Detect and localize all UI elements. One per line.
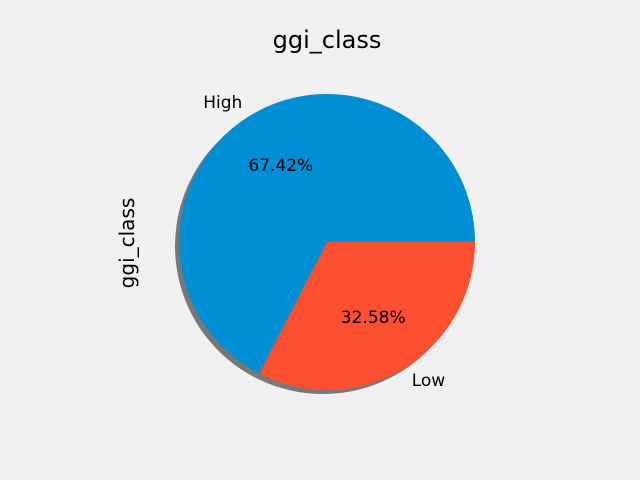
pct-label-low: 32.58% xyxy=(341,308,406,328)
slice-label-high: High xyxy=(203,93,242,113)
pct-label-high: 67.42% xyxy=(248,156,313,176)
slice-label-low: Low xyxy=(412,371,446,391)
pie-label-layer: High 67.42% Low 32.58% xyxy=(203,93,445,391)
chart-title: ggi_class xyxy=(273,26,382,54)
pie-slice-low xyxy=(259,242,475,390)
pie-slice-layer xyxy=(179,94,476,390)
pie-slice-high xyxy=(179,94,476,374)
y-axis-label: ggi_class xyxy=(115,198,139,289)
